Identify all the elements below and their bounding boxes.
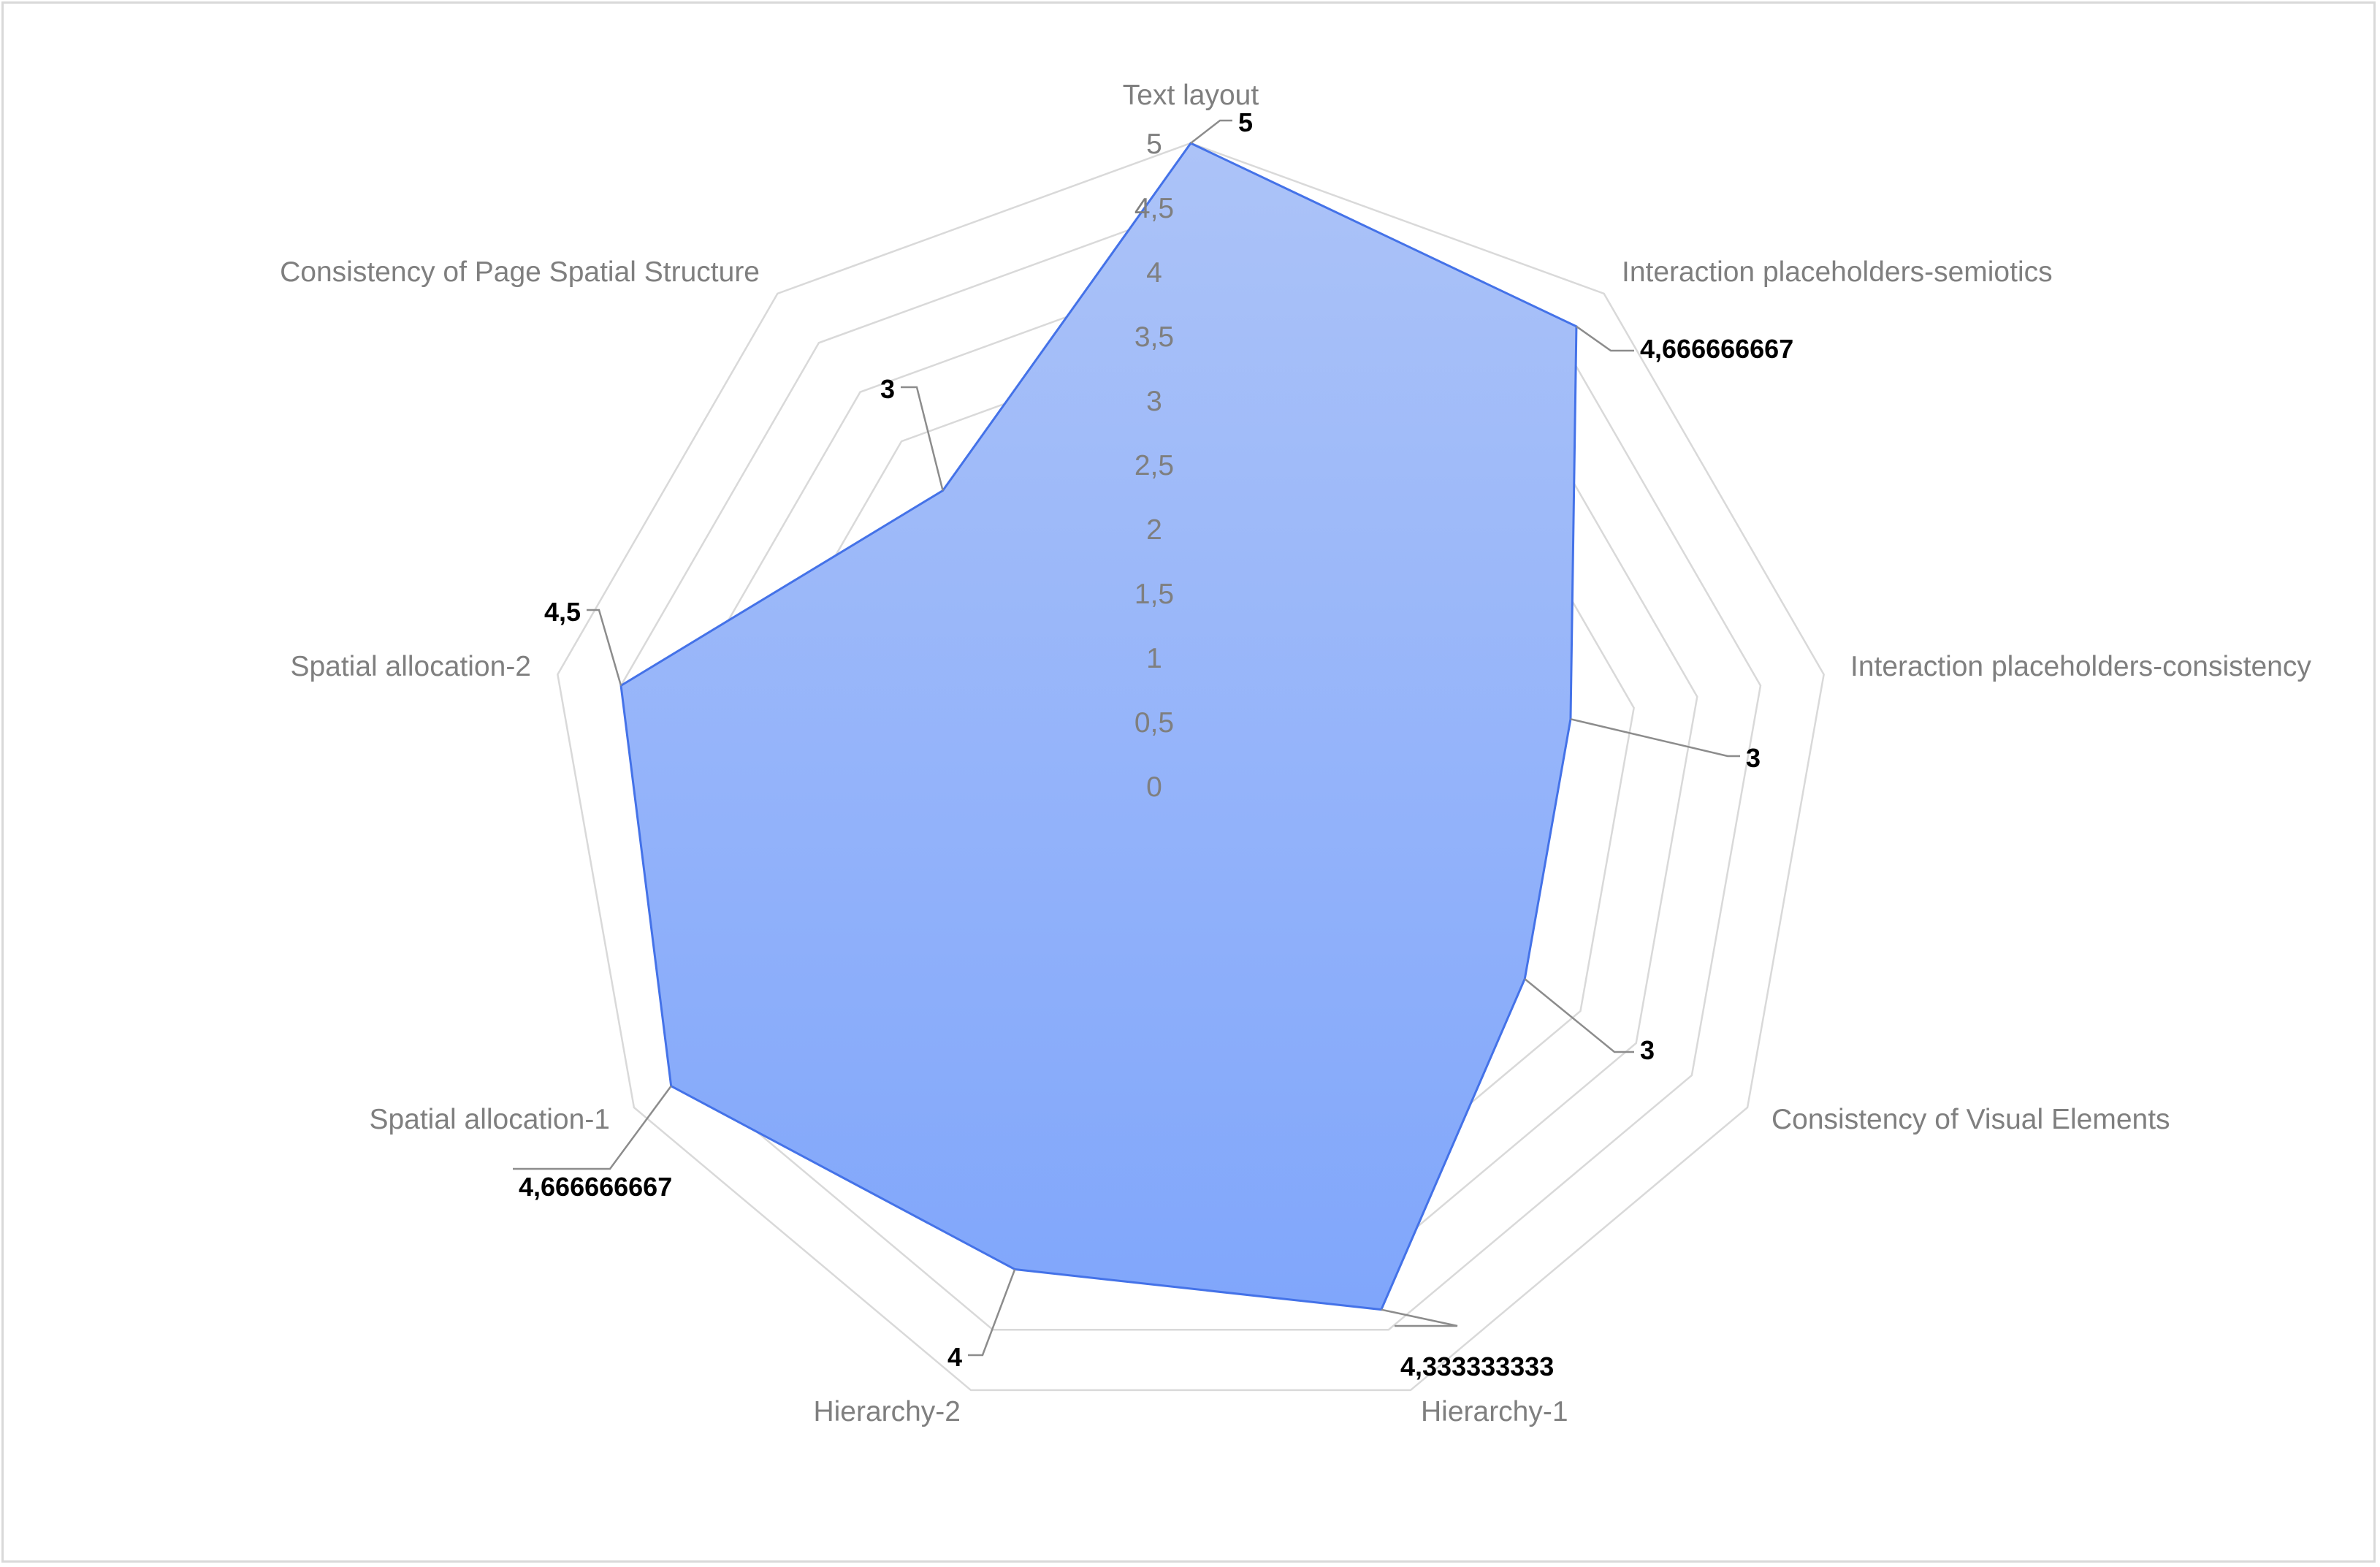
data-label: 3: [1640, 1035, 1655, 1065]
tick-label: 1,5: [1134, 579, 1174, 610]
tick-label: 2: [1146, 514, 1162, 546]
leader-lines: [513, 119, 1740, 1357]
leader-line: [513, 1085, 672, 1170]
tick-label: 0,5: [1134, 707, 1174, 739]
leader-line: [1190, 119, 1232, 144]
leader-line: [1524, 978, 1634, 1053]
leader-line: [1381, 1308, 1458, 1327]
category-label: Hierarchy-2: [813, 1396, 961, 1427]
data-labels: 5 4,666666667 3 3 4,333333333 4 4,666666667 4,5…: [519, 107, 1793, 1381]
grid-ring: [619, 206, 1762, 1331]
data-label: 4,666666667: [1640, 334, 1793, 364]
grid-ring: [557, 142, 1825, 1392]
leader-line: [1570, 718, 1740, 758]
data-label: 5: [1238, 107, 1253, 137]
data-label: 4,5: [544, 597, 581, 627]
category-labels: Text layout Interaction placeholders-semi…: [280, 80, 2311, 1427]
category-label: Interaction placeholders-semiotics: [1622, 256, 2053, 288]
category-label: Consistency of Visual Elements: [1771, 1104, 2170, 1135]
data-label: 3: [880, 374, 895, 404]
leader-line: [1576, 325, 1634, 352]
category-label: Text layout: [1123, 80, 1259, 111]
leader-line: [968, 1269, 1016, 1357]
tick-label: 3,5: [1134, 321, 1174, 353]
category-label: Spatial allocation-2: [290, 651, 531, 682]
tick-label: 3: [1146, 386, 1162, 417]
leader-line: [587, 609, 622, 686]
tick-label: 2,5: [1134, 450, 1174, 481]
data-label: 4,333333333: [1400, 1351, 1554, 1381]
tick-label: 5: [1146, 129, 1162, 160]
series-layer: [619, 142, 1578, 1311]
tick-label: 1: [1146, 643, 1162, 674]
category-label: Hierarchy-1: [1421, 1396, 1568, 1427]
radar-chart: 0 0,5 1 1,5 2 2,5 3 3,5 4 4,5 5 5 4,666666667 3 3 4,33…: [280, 80, 2311, 1427]
leader-line: [901, 386, 944, 491]
data-label: 4,666666667: [519, 1172, 672, 1202]
category-label: Spatial allocation-1: [369, 1104, 610, 1135]
radial-axis-ticks: 0 0,5 1 1,5 2 2,5 3 3,5 4 4,5 5: [1134, 129, 1174, 803]
series-area: [619, 142, 1578, 1311]
data-label: 3: [1746, 743, 1761, 773]
tick-label: 4,5: [1134, 193, 1174, 224]
category-label: Interaction placeholders-consistency: [1850, 651, 2311, 682]
tick-label: 4: [1146, 257, 1162, 289]
category-label: Consistency of Page Spatial Structure: [280, 256, 760, 288]
tick-label: 0: [1146, 771, 1162, 803]
data-label: 4: [947, 1342, 962, 1372]
